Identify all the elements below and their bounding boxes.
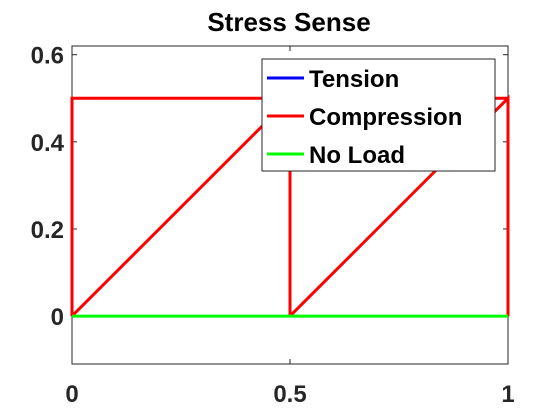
y-tick-label: 0.4 bbox=[31, 130, 65, 157]
x-axis: 0 0.5 1 bbox=[65, 46, 515, 408]
y-axis: 0 0.2 0.4 0.6 bbox=[31, 43, 508, 331]
chart-title: Stress Sense bbox=[207, 7, 370, 37]
y-tick-label: 0.2 bbox=[31, 217, 64, 244]
x-tick-label: 0 bbox=[65, 381, 78, 408]
y-tick-label: 0 bbox=[51, 304, 64, 331]
x-tick-label: 0.5 bbox=[273, 381, 306, 408]
compression-line bbox=[70, 97, 292, 318]
legend: Tension Compression No Load bbox=[261, 58, 496, 172]
x-tick-label: 1 bbox=[501, 381, 514, 408]
legend-label-no-load: No Load bbox=[309, 142, 405, 169]
legend-label-tension: Tension bbox=[309, 66, 399, 93]
legend-label-compression: Compression bbox=[309, 104, 462, 131]
y-tick-label: 0.6 bbox=[31, 43, 64, 70]
compression-line bbox=[70, 96, 292, 317]
